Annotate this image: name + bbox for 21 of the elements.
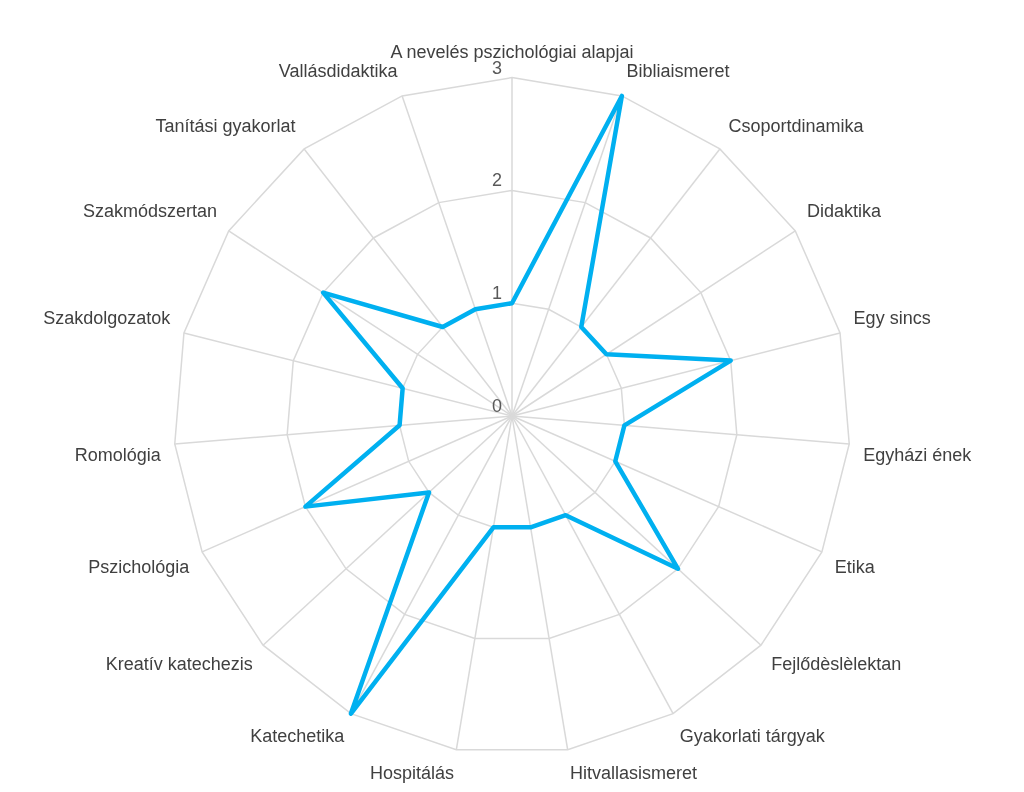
spoke-label: Etika — [834, 557, 876, 578]
spoke-label: Fejlődèslèlektan — [771, 654, 902, 675]
y-tick-label: 0 — [491, 395, 502, 416]
spoke-label: Tanítási gyakorlat — [155, 116, 296, 137]
spoke-label: Szakdolgozatok — [43, 307, 172, 328]
spoke-label: Didaktika — [807, 201, 883, 222]
spoke-label: Egyházi ének — [863, 444, 973, 465]
y-tick-label: 1 — [491, 283, 502, 304]
spoke-label: Egy sincs — [853, 307, 931, 328]
spoke-label: Kreatív katechezis — [105, 654, 253, 675]
spoke-label: Szakmódszertan — [82, 201, 217, 222]
spoke-label: Vallásdidaktika — [278, 60, 399, 81]
spoke-label: Gyakorlati tárgyak — [679, 725, 826, 746]
spoke-label: Hitvallasismeret — [570, 763, 698, 784]
spoke-label: Csoportdinamika — [728, 116, 865, 137]
spoke-label: Bibliaismeret — [626, 60, 730, 81]
spoke-label: Hospitálás — [369, 763, 454, 784]
spoke-label: Pszichológia — [88, 557, 191, 578]
y-tick-label: 2 — [491, 170, 502, 191]
spoke-label: Romológia — [74, 444, 162, 465]
spoke-label: Katechetika — [250, 725, 346, 746]
